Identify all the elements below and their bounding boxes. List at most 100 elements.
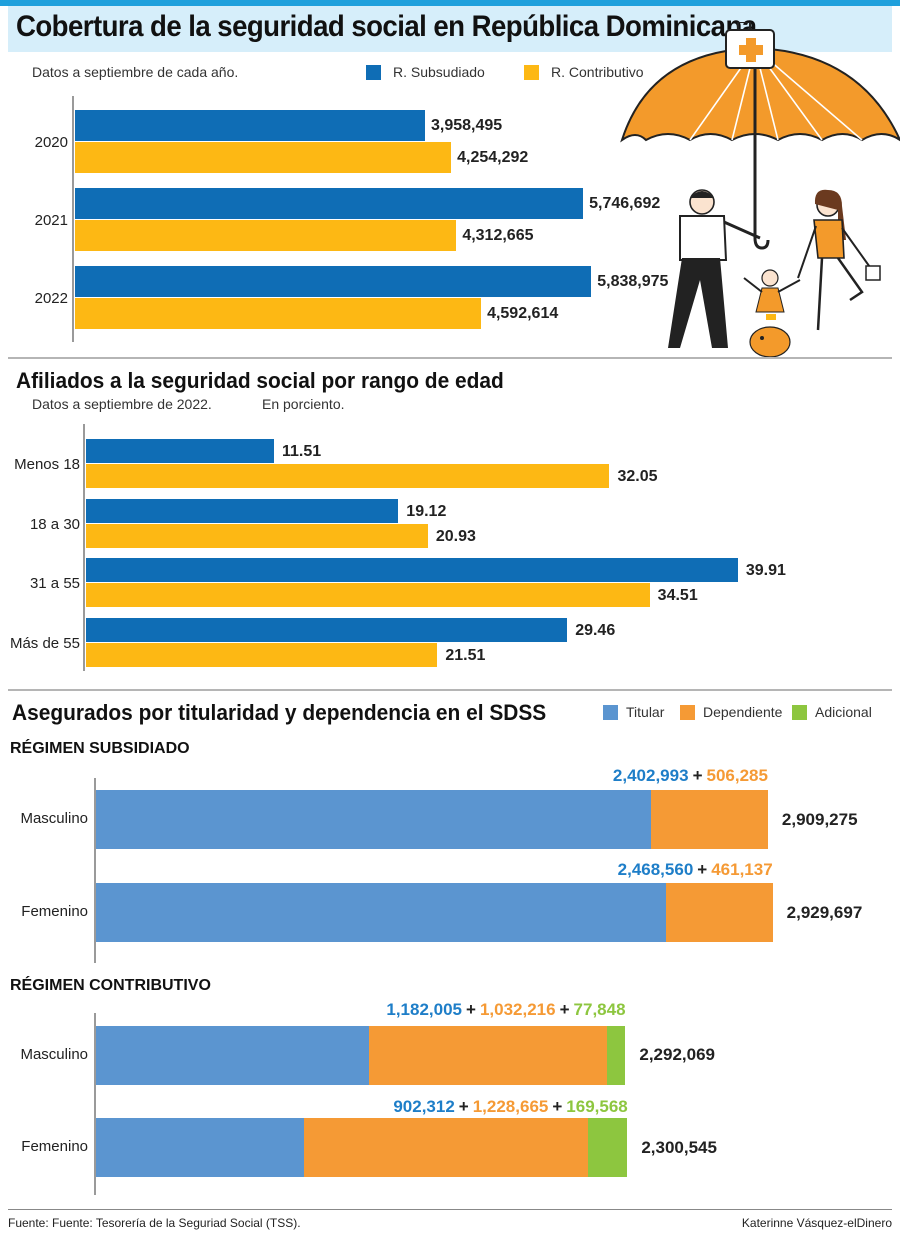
chart3-component-labels: 1,182,005 +1,032,216 +77,848 xyxy=(386,1000,625,1020)
legend-adicional-label: Adicional xyxy=(815,704,872,720)
plus-sign: + xyxy=(697,860,708,879)
legend-titular-swatch xyxy=(603,704,618,720)
chart2-value-label: 21.51 xyxy=(445,646,486,664)
chart1-axis xyxy=(72,96,74,342)
chart2-value-label: 29.46 xyxy=(575,621,616,639)
plus-sign: + xyxy=(458,1097,469,1116)
chart3-axis xyxy=(94,1013,96,1195)
chart2-category-label: Menos 18 xyxy=(14,456,80,473)
page-title: Cobertura de la seguridad social en Repú… xyxy=(16,10,757,43)
age-chart-note-unit: En porciento. xyxy=(262,396,345,412)
footer-divider xyxy=(8,1209,892,1210)
first-aid-kit-icon xyxy=(725,22,775,69)
chart3-total-label: 2,300,545 xyxy=(641,1138,717,1157)
chart2-value-label: 32.05 xyxy=(617,468,658,485)
section-divider-2 xyxy=(8,689,892,691)
chart3-bar-segment-dependiente xyxy=(304,1118,589,1177)
chart1-category-label: 2022 xyxy=(34,290,68,307)
plus-sign: + xyxy=(559,1000,570,1019)
footer-credit: Katerinne Vásquez-elDinero xyxy=(741,1216,892,1230)
chart1-bar xyxy=(75,220,457,251)
legend-subsidiado: R. Subsudiado xyxy=(366,64,485,80)
age-chart-title: Afiliados a la seguridad social por rang… xyxy=(16,368,504,393)
chart3-bar-segment-dependiente xyxy=(368,1026,608,1085)
chart1-value-label: 4,592,614 xyxy=(487,305,559,322)
chart2-bar xyxy=(86,498,399,523)
chart3-component-labels: 2,402,993 +506,285 xyxy=(613,766,768,786)
chart1-bar xyxy=(75,298,482,329)
chart3-axis xyxy=(94,778,96,963)
chart3-category-label: Femenino xyxy=(21,903,88,920)
chart2-bar xyxy=(86,642,438,667)
chart1-category-label: 2020 xyxy=(34,134,68,151)
chart2-bar xyxy=(86,523,428,548)
chart2-bar xyxy=(86,558,738,582)
chart3-bar-segment-adicional xyxy=(588,1118,628,1177)
chart2-value-label: 34.51 xyxy=(657,587,698,604)
chart3-component-value-dependiente: 506,285 xyxy=(706,766,768,785)
chart3-component-value-dependiente: 1,228,665 xyxy=(472,1097,549,1116)
legend-contributivo: R. Contributivo xyxy=(524,64,644,80)
legend-dependiente-swatch xyxy=(680,704,695,720)
legend-contributivo-swatch xyxy=(524,64,539,80)
chart2-value-label: 19.12 xyxy=(406,502,447,520)
chart3-bar-segment-titular xyxy=(96,883,667,942)
top-accent-bar xyxy=(0,0,900,6)
chart2-category-label: 31 a 55 xyxy=(29,575,80,592)
chart1-value-label: 3,958,495 xyxy=(431,117,503,134)
chart3-total-label: 2,929,697 xyxy=(786,903,863,922)
legend-subsidiado-swatch xyxy=(366,64,381,80)
age-chart-note-date: Datos a septiembre de 2022. xyxy=(32,396,212,412)
chart3-bar-segment-titular xyxy=(96,1026,369,1085)
footer-source: Fuente: Fuente: Tesorería de la Seguriad… xyxy=(8,1216,301,1230)
chart3-total-label: 2,292,069 xyxy=(639,1045,716,1064)
family-umbrella-illustration xyxy=(620,22,900,358)
plus-sign: + xyxy=(552,1097,563,1116)
legend-dependiente: Dependiente xyxy=(680,704,782,720)
legend-subsidiado-label: R. Subsudiado xyxy=(393,64,485,80)
chart3-component-value-titular: 1,182,005 xyxy=(386,1000,463,1019)
chart1-bar xyxy=(75,266,592,297)
chart2-bar xyxy=(86,583,650,607)
chart1-value-label: 4,254,292 xyxy=(457,149,529,166)
chart2-category-label: Más de 55 xyxy=(9,634,80,652)
chart3-category-label: Masculino xyxy=(20,1046,88,1063)
chart2-value-label: 20.93 xyxy=(435,527,476,545)
family-icon xyxy=(668,189,881,348)
chart1-note: Datos a septiembre de cada año. xyxy=(32,64,239,80)
legend-adicional-swatch xyxy=(792,704,807,720)
group-subsidiado-title: RÉGIMEN SUBSIDIADO xyxy=(10,740,190,757)
chart2-bar xyxy=(86,464,610,488)
chart3-bar-segment-adicional xyxy=(607,1026,626,1085)
chart3-bar-segment-titular xyxy=(96,790,651,849)
chart1-bar xyxy=(75,188,584,219)
legend-titular-label: Titular xyxy=(626,704,665,720)
chart1-value-label: 4,312,665 xyxy=(462,227,534,244)
chart3-component-value-titular: 2,402,993 xyxy=(612,766,689,785)
chart3-bar-segment-dependiente xyxy=(651,790,768,849)
chart3-component-value-titular: 902,312 xyxy=(393,1097,455,1116)
chart3-category-label: Masculino xyxy=(20,810,88,827)
chart3-component-labels: 2,468,560 +461,137 xyxy=(618,860,773,880)
legend-titular: Titular xyxy=(603,704,664,720)
chart2-value-label: 11.51 xyxy=(282,443,322,460)
chart2-category-label: 18 a 30 xyxy=(29,515,80,533)
chart3-bar-segment-titular xyxy=(96,1118,305,1177)
chart2-value-label: 39.91 xyxy=(745,562,786,579)
chart2-axis xyxy=(83,424,85,671)
group-contributivo-title: RÉGIMEN CONTRIBUTIVO xyxy=(10,977,211,994)
chart3-component-value-dependiente: 1,032,216 xyxy=(479,1000,556,1019)
chart2-bar xyxy=(86,617,568,642)
chart3-component-value-adicional: 169,568 xyxy=(566,1097,628,1116)
legend-dependiente-label: Dependiente xyxy=(703,704,783,720)
legend-contributivo-label: R. Contributivo xyxy=(551,64,644,80)
chart3-bar-segment-dependiente xyxy=(666,883,773,942)
chart3-component-labels: 902,312 +1,228,665 +169,568 xyxy=(393,1097,627,1117)
chart2-bar xyxy=(86,439,274,463)
insured-chart-title: Asegurados por titularidad y dependencia… xyxy=(12,700,547,725)
chart1-category-label: 2021 xyxy=(34,212,68,229)
chart3-component-value-titular: 2,468,560 xyxy=(617,860,694,879)
piggy-bank-icon xyxy=(749,314,791,358)
chart3-category-label: Femenino xyxy=(21,1138,88,1155)
plus-sign: + xyxy=(692,766,703,785)
